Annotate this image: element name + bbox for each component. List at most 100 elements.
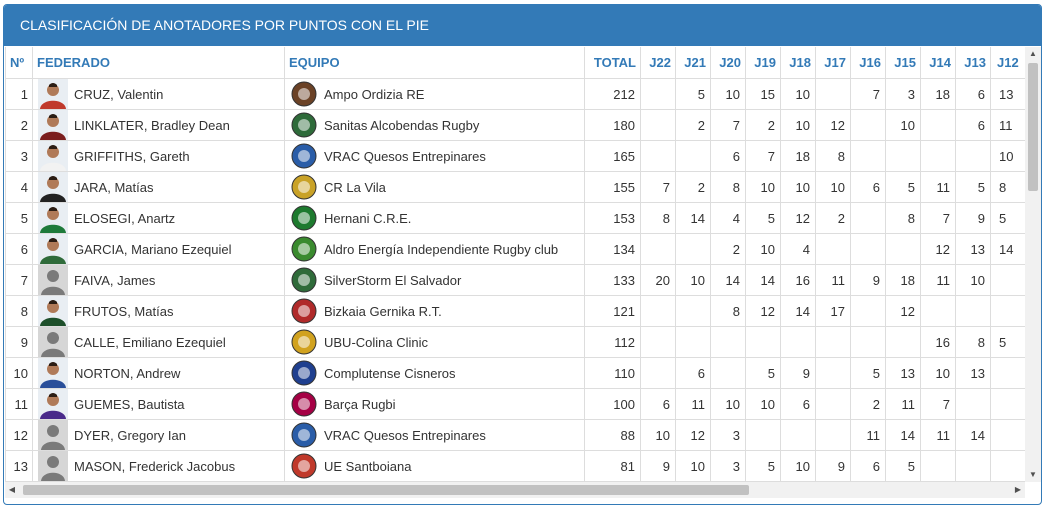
equipo-cell[interactable]: UBU-Colina Clinic <box>284 326 585 358</box>
header-round[interactable]: J20 <box>710 47 746 79</box>
federado-cell[interactable]: ELOSEGI, Anartz <box>32 202 285 234</box>
federado-cell[interactable]: JARA, Matías <box>32 171 285 203</box>
scroll-right-icon[interactable]: ▶ <box>1014 485 1022 494</box>
header-round[interactable]: J22 <box>640 47 676 79</box>
scroll-down-icon[interactable]: ▼ <box>1029 470 1037 479</box>
horizontal-scroll-thumb[interactable] <box>23 485 749 495</box>
table-row[interactable]: 11 GUEMES, Bautista Barça Rugbi 100 6 11 10 10 6… <box>5 388 1025 420</box>
federado-cell[interactable]: CALLE, Emiliano Ezequiel <box>32 326 285 358</box>
player-name[interactable]: ELOSEGI, Anartz <box>74 210 176 226</box>
header-equipo[interactable]: EQUIPO <box>284 47 585 79</box>
header-round[interactable]: J15 <box>885 47 921 79</box>
table-row[interactable]: 3 GRIFFITHS, Gareth VRAC Quesos Entrepinar… <box>5 140 1025 172</box>
round-points-cell: 11 <box>920 419 956 451</box>
header-round[interactable]: J18 <box>780 47 816 79</box>
federado-cell[interactable]: GARCIA, Mariano Ezequiel <box>32 233 285 265</box>
equipo-cell[interactable]: Barça Rugbi <box>284 388 585 420</box>
table-row[interactable]: 1 CRUZ, Valentin Ampo Ordizia RE 212 5 10 15 10… <box>5 78 1025 110</box>
player-name[interactable]: DYER, Gregory Ian <box>74 427 186 443</box>
round-points-cell: 10 <box>675 450 711 482</box>
equipo-cell[interactable]: Ampo Ordizia RE <box>284 78 585 110</box>
vertical-scroll-thumb[interactable] <box>1028 63 1038 191</box>
player-name[interactable]: CRUZ, Valentin <box>74 86 164 102</box>
federado-cell[interactable]: NORTON, Andrew <box>32 357 285 389</box>
federado-cell[interactable]: MASON, Frederick Jacobus <box>32 450 285 482</box>
player-name[interactable]: MASON, Frederick Jacobus <box>74 458 236 474</box>
team-name[interactable]: UE Santboiana <box>324 458 412 474</box>
table-row[interactable]: 9 CALLE, Emiliano Ezequiel UBU-Colina Clin… <box>5 326 1025 358</box>
team-name[interactable]: VRAC Quesos Entrepinares <box>324 427 486 443</box>
table-row[interactable]: 7 FAIVA, James SilverStorm El Salvador 133 2… <box>5 264 1025 296</box>
player-name[interactable]: FAIVA, James <box>74 272 156 288</box>
equipo-cell[interactable]: CR La Vila <box>284 171 585 203</box>
federado-cell[interactable]: FRUTOS, Matías <box>32 295 285 327</box>
header-round[interactable]: J21 <box>675 47 711 79</box>
equipo-cell[interactable]: VRAC Quesos Entrepinares <box>284 419 585 451</box>
round-points-cell: 5 <box>885 450 921 482</box>
header-federado[interactable]: FEDERADO <box>32 47 285 79</box>
equipo-cell[interactable]: Hernani C.R.E. <box>284 202 585 234</box>
header-round[interactable]: J14 <box>920 47 956 79</box>
federado-cell[interactable]: LINKLATER, Bradley Dean <box>32 109 285 141</box>
round-points-cell <box>850 326 886 358</box>
table-row[interactable]: 6 GARCIA, Mariano Ezequiel Aldro Energía I… <box>5 233 1025 265</box>
table-row[interactable]: 8 FRUTOS, Matías Bizkaia Gernika R.T. 121 8 1… <box>5 295 1025 327</box>
player-name[interactable]: JARA, Matías <box>74 179 154 195</box>
team-name[interactable]: Hernani C.R.E. <box>324 210 412 226</box>
team-name[interactable]: UBU-Colina Clinic <box>324 334 429 350</box>
team-name[interactable]: Aldro Energía Independiente Rugby club <box>324 241 559 257</box>
equipo-cell[interactable]: Sanitas Alcobendas Rugby <box>284 109 585 141</box>
federado-cell[interactable]: DYER, Gregory Ian <box>32 419 285 451</box>
equipo-cell[interactable]: Bizkaia Gernika R.T. <box>284 295 585 327</box>
equipo-cell[interactable]: Complutense Cisneros <box>284 357 585 389</box>
round-points-cell: 9 <box>640 450 676 482</box>
federado-cell[interactable]: FAIVA, James <box>32 264 285 296</box>
team-name[interactable]: SilverStorm El Salvador <box>324 272 462 288</box>
player-name[interactable]: NORTON, Andrew <box>74 365 181 381</box>
team-name[interactable]: Complutense Cisneros <box>324 365 456 381</box>
equipo-cell[interactable]: Aldro Energía Independiente Rugby club <box>284 233 585 265</box>
player-name[interactable]: CALLE, Emiliano Ezequiel <box>74 334 226 350</box>
federado-cell[interactable]: GUEMES, Bautista <box>32 388 285 420</box>
scroll-left-icon[interactable]: ◀ <box>8 485 16 494</box>
team-name[interactable]: Barça Rugbi <box>324 396 396 412</box>
team-name[interactable]: Sanitas Alcobendas Rugby <box>324 117 480 133</box>
team-name[interactable]: Bizkaia Gernika R.T. <box>324 303 442 319</box>
team-name[interactable]: Ampo Ordizia RE <box>324 86 425 102</box>
team-name[interactable]: CR La Vila <box>324 179 386 195</box>
table-row[interactable]: 5 ELOSEGI, Anartz Hernani C.R.E. 153 8 14 4 5 12… <box>5 202 1025 234</box>
table-row[interactable]: 13 MASON, Frederick Jacobus UE Santboiana 8… <box>5 450 1025 482</box>
scroll-up-icon[interactable]: ▲ <box>1029 49 1037 58</box>
equipo-cell[interactable]: UE Santboiana <box>284 450 585 482</box>
round-points-cell: 10 <box>780 450 816 482</box>
round-points-cell <box>990 357 1025 389</box>
table-row[interactable]: 4 JARA, Matías CR La Vila 155 7 2 8 10 10 10 6 5 11 5… <box>5 171 1025 203</box>
equipo-cell[interactable]: SilverStorm El Salvador <box>284 264 585 296</box>
equipo-cell[interactable]: VRAC Quesos Entrepinares <box>284 140 585 172</box>
federado-cell[interactable]: GRIFFITHS, Gareth <box>32 140 285 172</box>
round-points-cell <box>920 295 956 327</box>
table-row[interactable]: 10 NORTON, Andrew Complutense Cisneros 110 6… <box>5 357 1025 389</box>
header-round[interactable]: J17 <box>815 47 851 79</box>
player-name[interactable]: GUEMES, Bautista <box>74 396 185 412</box>
round-points-cell <box>780 326 816 358</box>
scorers-panel: CLASIFICACIÓN DE ANOTADORES POR PUNTOS C… <box>3 4 1042 505</box>
header-round[interactable]: J16 <box>850 47 886 79</box>
table-row[interactable]: 2 LINKLATER, Bradley Dean Sanitas Alcobend… <box>5 109 1025 141</box>
header-total[interactable]: TOTAL <box>584 47 641 79</box>
federado-cell[interactable]: CRUZ, Valentin <box>32 78 285 110</box>
header-round[interactable]: J19 <box>745 47 781 79</box>
round-points-cell: 14 <box>710 264 746 296</box>
player-name[interactable]: LINKLATER, Bradley Dean <box>74 117 230 133</box>
player-name[interactable]: GARCIA, Mariano Ezequiel <box>74 241 232 257</box>
player-name[interactable]: FRUTOS, Matías <box>74 303 174 319</box>
scorers-table: Nº FEDERADO EQUIPO TOTAL J22 J21 J20 J19… <box>5 47 1025 482</box>
table-row[interactable]: 12 DYER, Gregory Ian VRAC Quesos Entrepina… <box>5 419 1025 451</box>
player-name[interactable]: GRIFFITHS, Gareth <box>74 148 190 164</box>
horizontal-scrollbar[interactable]: ◀ ▶ <box>5 482 1025 498</box>
vertical-scrollbar[interactable]: ▲ ▼ <box>1025 47 1041 482</box>
team-name[interactable]: VRAC Quesos Entrepinares <box>324 148 486 164</box>
round-points-cell <box>815 357 851 389</box>
header-round[interactable]: J12 <box>990 47 1025 79</box>
header-round[interactable]: J13 <box>955 47 991 79</box>
